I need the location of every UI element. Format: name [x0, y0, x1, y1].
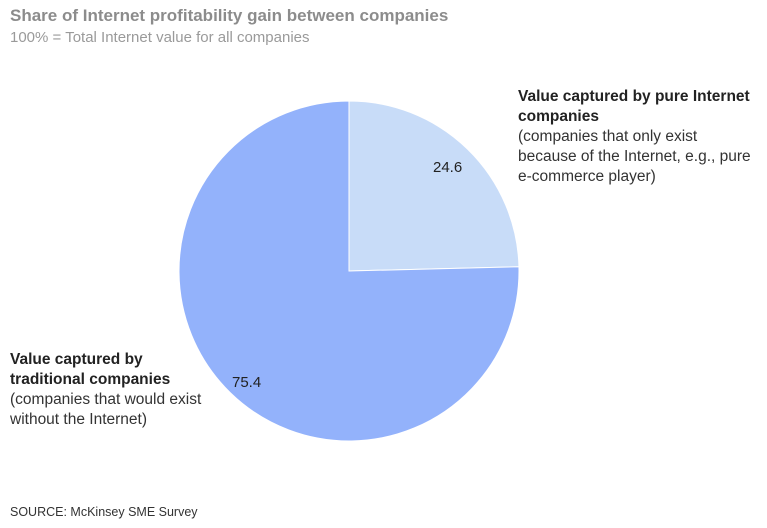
source-note: SOURCE: McKinsey SME Survey [10, 505, 198, 519]
pie-slice-pure-internet [348, 100, 520, 272]
slice-label-pure-internet-head: Value captured by pure Internet companie… [518, 88, 750, 125]
slice-label-traditional-head: Value captured by traditional companies [10, 351, 171, 388]
pie-chart: 24.6 75.4 [178, 100, 520, 442]
pie-slice-traditional [178, 100, 520, 442]
slice-label-pure-internet-desc: (companies that only exist because of th… [518, 128, 751, 185]
slice-label-pure-internet: Value captured by pure Internet companie… [518, 87, 758, 187]
slice-label-traditional: Value captured by traditional companies … [10, 350, 220, 430]
data-label-traditional: 75.4 [232, 374, 261, 391]
data-label-pure-internet: 24.6 [433, 159, 462, 176]
chart-subtitle: 100% = Total Internet value for all comp… [10, 29, 310, 46]
chart-title: Share of Internet profitability gain bet… [10, 6, 449, 25]
slice-label-traditional-desc: (companies that would exist without the … [10, 391, 202, 428]
